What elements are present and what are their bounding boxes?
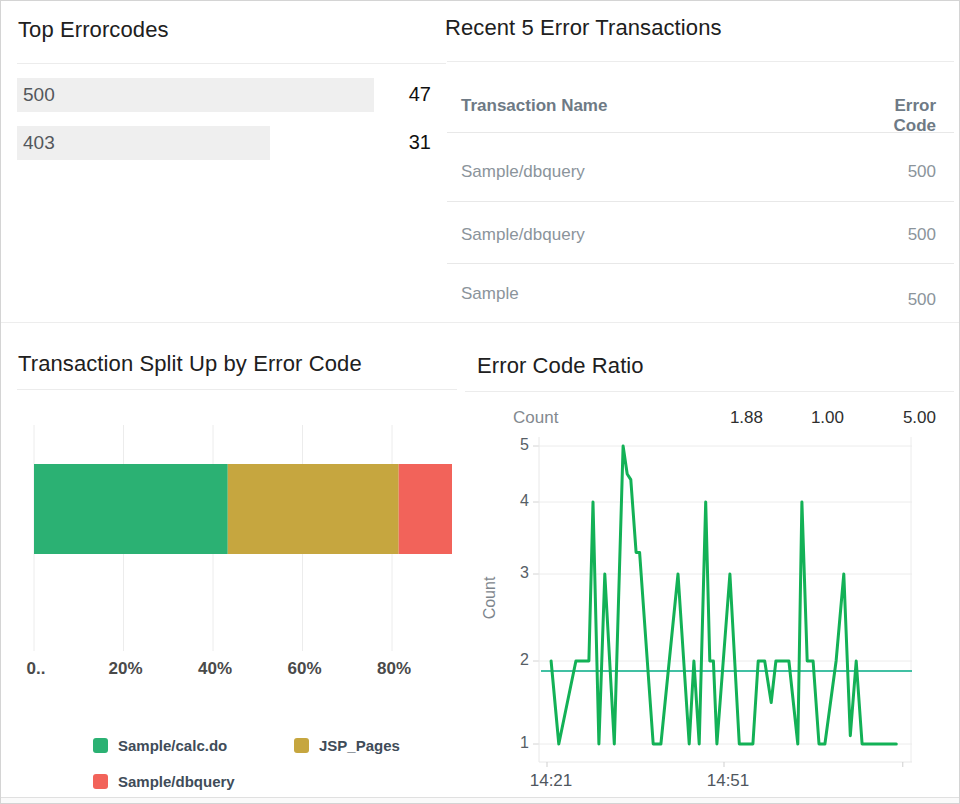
panel-title-top-errorcodes: Top Errorcodes (18, 17, 169, 43)
panel-title-error-code-ratio: Error Code Ratio (477, 353, 644, 379)
y-tick-label: 5 (503, 436, 529, 454)
x-tick-label: 14:51 (707, 771, 750, 791)
divider (1, 322, 959, 323)
errorcode-bar[interactable]: 403 (17, 126, 270, 160)
x-tick-label: 14:21 (530, 771, 573, 791)
transaction-name[interactable]: Sample/dbquery (461, 225, 585, 245)
errorcode-label: 500 (23, 84, 55, 106)
column-header-transaction-name: Transaction Name (461, 96, 607, 116)
y-tick-label: 3 (503, 564, 529, 582)
legend-item-sample-dbquery[interactable]: Sample/dbquery (93, 773, 294, 790)
errorcode-label: 403 (23, 132, 55, 154)
apm-dashboard: Top Errorcodes 500 47 403 31 Recent 5 Er… (0, 0, 960, 804)
error-code-value: 500 (856, 290, 936, 310)
x-tick-label: 80% (377, 659, 411, 679)
legend-label: Sample/dbquery (118, 773, 235, 790)
divider (17, 389, 457, 390)
divider (447, 201, 954, 202)
x-tick-label: 0.. (27, 659, 46, 679)
divider (447, 263, 954, 264)
divider (465, 391, 954, 392)
errorcode-count: 31 (371, 131, 431, 154)
y-tick-label: 4 (503, 492, 529, 510)
panel-top-errorcodes: Top Errorcodes 500 47 403 31 (1, 1, 446, 323)
error-code-value: 500 (856, 162, 936, 182)
panel-title-transaction-split: Transaction Split Up by Error Code (18, 351, 362, 377)
legend-swatch-green-icon (93, 738, 108, 753)
legend-item-sample-calcdo[interactable]: Sample/calc.do (93, 737, 294, 754)
transaction-name[interactable]: Sample (461, 284, 519, 304)
y-tick-label: 2 (503, 651, 529, 669)
transaction-name[interactable]: Sample/dbquery (461, 162, 585, 182)
panel-title-recent-errors: Recent 5 Error Transactions (445, 15, 722, 41)
stacked-bar-chart[interactable] (1, 421, 457, 683)
legend-swatch-gold-icon (294, 738, 309, 753)
errorcode-row[interactable]: 500 47 (17, 78, 431, 112)
legend-swatch-salmon-icon (93, 774, 108, 789)
divider (447, 61, 954, 62)
divider (17, 63, 446, 64)
chart-legend: Sample/calc.do JSP_Pages Sample/dbquery (93, 737, 400, 790)
legend-item-jsp-pages[interactable]: JSP_Pages (294, 737, 400, 754)
x-tick-label: 40% (198, 659, 232, 679)
x-tick-label: 60% (287, 659, 321, 679)
legend-label: JSP_Pages (319, 737, 400, 754)
legend-label: Sample/calc.do (118, 737, 227, 754)
line-chart[interactable] (457, 396, 960, 776)
divider (447, 132, 954, 133)
x-tick-label: 20% (108, 659, 142, 679)
error-code-value: 500 (856, 225, 936, 245)
bottom-scroll-strip (1, 797, 959, 804)
y-tick-label: 1 (503, 734, 529, 752)
errorcode-count: 47 (371, 83, 431, 106)
errorcode-row[interactable]: 403 31 (17, 126, 431, 160)
errorcode-bar[interactable]: 500 (17, 78, 374, 112)
column-header-error-code: Error Code (856, 96, 936, 136)
